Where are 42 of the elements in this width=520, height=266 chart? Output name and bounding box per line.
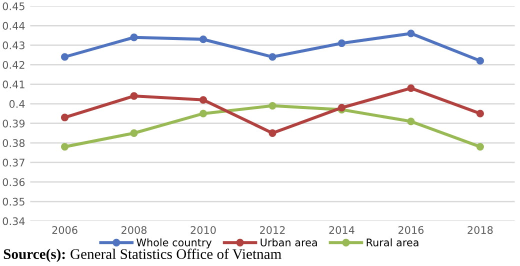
- y-tick-label: 0.44: [2, 22, 25, 30]
- y-tick-label: 0.37: [2, 158, 24, 167]
- point: [60, 142, 69, 151]
- x-tick-label: 2010: [190, 226, 216, 234]
- point: [199, 110, 208, 118]
- point: [476, 57, 484, 65]
- y-tick-label: 0.45: [2, 2, 24, 10]
- y-tick-label: 0.42: [2, 60, 24, 69]
- point: [199, 36, 208, 44]
- y-tick-label: 0.36: [2, 178, 25, 186]
- y-tick-label: 0.35: [2, 198, 24, 206]
- point: [199, 96, 208, 104]
- point: [476, 142, 484, 151]
- y-tick-label: 0.39: [2, 120, 25, 128]
- legend-label: Urban area: [260, 238, 317, 246]
- point: [268, 129, 276, 137]
- point: [268, 102, 276, 110]
- y-tick-label: 0.4: [9, 100, 25, 108]
- x-tick-label: 2016: [398, 226, 424, 234]
- point: [60, 114, 69, 122]
- y-tick-label: 0.38: [2, 139, 25, 147]
- legend-label: Whole country: [136, 238, 212, 248]
- point: [130, 34, 138, 42]
- legend-label: Rural area: [366, 238, 418, 246]
- x-tick-label: 2014: [329, 226, 354, 234]
- y-tick-label: 0.41: [2, 80, 24, 88]
- point: [407, 118, 415, 126]
- y-tick-label: 0.34: [2, 217, 25, 226]
- point: [476, 110, 484, 118]
- point: [60, 53, 69, 61]
- x-tick-label: 2006: [52, 226, 78, 234]
- point: [130, 129, 138, 137]
- x-tick-label: 2008: [122, 226, 147, 234]
- point: [407, 30, 415, 38]
- point: [338, 39, 346, 48]
- point: [268, 53, 276, 61]
- point: [407, 84, 415, 92]
- point: [130, 92, 138, 100]
- x-tick-label: 2012: [260, 226, 285, 234]
- y-tick-label: 0.43: [2, 41, 24, 50]
- x-tick-label: 2018: [468, 226, 493, 234]
- source-note: Source(s): General Statistics Office of Vietnam: [4, 248, 282, 262]
